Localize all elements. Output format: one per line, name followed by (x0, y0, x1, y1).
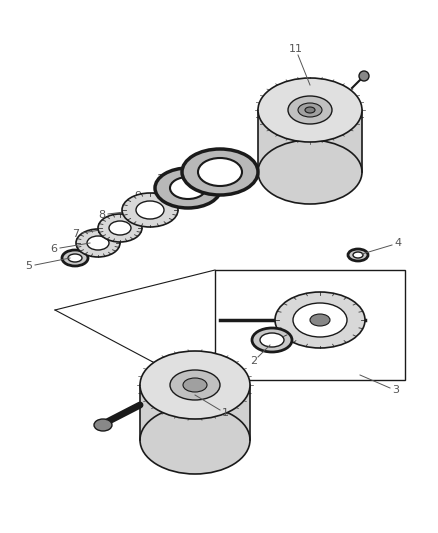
Ellipse shape (348, 249, 368, 261)
Ellipse shape (68, 254, 82, 262)
Ellipse shape (305, 107, 315, 113)
Text: 1: 1 (222, 408, 229, 418)
Ellipse shape (252, 328, 292, 352)
Ellipse shape (136, 201, 164, 219)
Ellipse shape (140, 406, 250, 474)
Ellipse shape (359, 71, 369, 81)
Ellipse shape (182, 149, 258, 195)
Ellipse shape (109, 221, 131, 235)
Polygon shape (140, 385, 250, 440)
Text: 7: 7 (73, 229, 80, 239)
Text: 4: 4 (394, 238, 401, 248)
Ellipse shape (76, 229, 120, 257)
Text: 2: 2 (250, 356, 257, 366)
Text: 11: 11 (289, 44, 303, 54)
Ellipse shape (140, 351, 250, 419)
Ellipse shape (260, 333, 284, 347)
Ellipse shape (288, 96, 332, 124)
Ellipse shape (258, 140, 362, 204)
Ellipse shape (258, 78, 362, 142)
Text: 9: 9 (134, 191, 142, 201)
Ellipse shape (94, 419, 112, 431)
Polygon shape (258, 110, 362, 172)
Text: 8: 8 (99, 210, 106, 220)
Ellipse shape (87, 236, 109, 250)
Ellipse shape (298, 103, 322, 117)
Ellipse shape (98, 214, 142, 242)
Ellipse shape (293, 303, 347, 337)
Bar (215, 270, 405, 380)
Ellipse shape (170, 177, 206, 199)
Ellipse shape (183, 378, 207, 392)
Ellipse shape (155, 168, 221, 208)
Ellipse shape (275, 292, 365, 348)
Ellipse shape (170, 370, 220, 400)
Ellipse shape (198, 158, 242, 186)
Ellipse shape (353, 252, 363, 258)
Text: 5: 5 (25, 261, 32, 271)
Ellipse shape (310, 314, 330, 326)
Text: 3: 3 (392, 385, 399, 395)
Ellipse shape (122, 193, 178, 227)
Text: 10: 10 (157, 174, 171, 184)
Text: 6: 6 (50, 244, 57, 254)
Ellipse shape (62, 250, 88, 266)
